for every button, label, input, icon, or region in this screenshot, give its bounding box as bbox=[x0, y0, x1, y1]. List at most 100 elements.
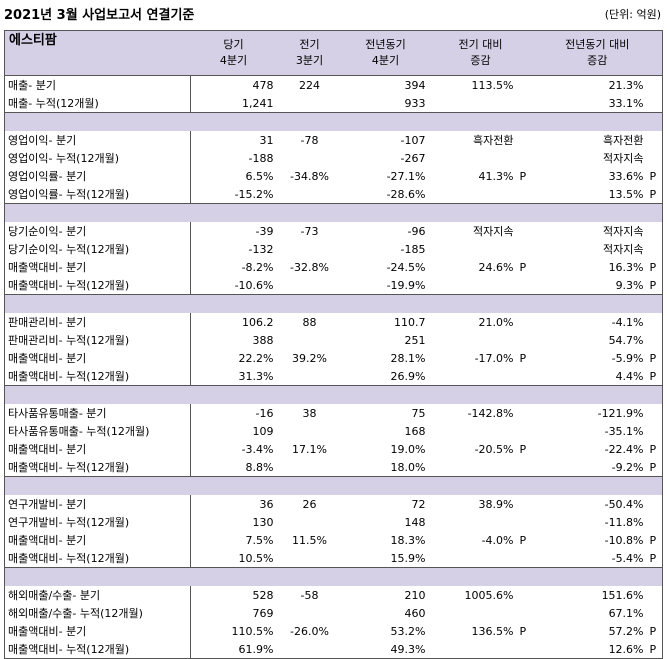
value-previous: 17.1% bbox=[292, 442, 327, 456]
change-qoq: 41.3% bbox=[478, 169, 514, 183]
change-qoq bbox=[429, 422, 517, 440]
change-yoy: 54.7% bbox=[608, 333, 644, 347]
change-qoq: 38.9% bbox=[478, 497, 514, 511]
row-label: 매출액대비- 분기 bbox=[4, 622, 191, 640]
change-qoq-flag: P bbox=[519, 442, 527, 456]
change-yoy: 57.2% bbox=[608, 624, 644, 638]
change-qoq: 21.0% bbox=[478, 315, 514, 329]
value-yoy: 53.2% bbox=[390, 624, 426, 638]
change-yoy: 16.3% bbox=[608, 260, 644, 274]
header-qoq-line2: 증감 bbox=[470, 54, 491, 67]
change-qoq: -142.8% bbox=[467, 406, 514, 420]
value-yoy: 18.0% bbox=[390, 460, 426, 474]
value-previous bbox=[277, 185, 343, 204]
value-yoy: -107 bbox=[400, 133, 426, 147]
change-qoq: -4.0% bbox=[481, 533, 514, 547]
group-separator bbox=[4, 112, 663, 131]
change-qoq-flag bbox=[517, 76, 533, 95]
change-yoy: -10.8% bbox=[604, 533, 644, 547]
table-row: 매출액대비- 누적(12개월) 61.9% 49.3% 12.6% P bbox=[4, 640, 663, 659]
value-yoy: 19.0% bbox=[390, 442, 426, 456]
separator-cell bbox=[4, 567, 663, 586]
value-previous bbox=[277, 422, 343, 440]
change-yoy-flag: P bbox=[649, 533, 657, 547]
value-yoy: 110.7 bbox=[394, 315, 426, 329]
value-current: -39 bbox=[255, 224, 274, 238]
change-yoy: -4.1% bbox=[611, 315, 644, 329]
change-yoy: -121.9% bbox=[597, 406, 644, 420]
row-label: 연구개발비- 누적(12개월) bbox=[4, 513, 191, 531]
change-qoq-flag bbox=[517, 331, 533, 349]
change-qoq: 24.6% bbox=[478, 260, 514, 274]
group-separator bbox=[4, 385, 663, 404]
change-yoy-flag: P bbox=[649, 278, 657, 292]
row-label: 매출액대비- 누적(12개월) bbox=[4, 549, 191, 568]
row-label: 해외매출/수출- 분기 bbox=[4, 586, 191, 604]
change-qoq-flag bbox=[517, 458, 533, 477]
row-label: 해외매출/수출- 누적(12개월) bbox=[4, 604, 191, 622]
row-label: 영업이익률- 분기 bbox=[4, 167, 191, 185]
change-yoy: 적자지속 bbox=[603, 242, 644, 256]
value-yoy: -96 bbox=[407, 224, 426, 238]
change-yoy-flag: P bbox=[649, 351, 657, 365]
group-separator bbox=[4, 567, 663, 586]
change-qoq-flag bbox=[517, 240, 533, 258]
change-qoq-flag bbox=[517, 604, 533, 622]
value-yoy: 18.3% bbox=[390, 533, 426, 547]
value-yoy: -185 bbox=[400, 242, 426, 256]
financial-table: 에스티팜 당기 4분기 전기 3분기 전년동기 4분기 전기 대비 증감 전년동기 대비… bbox=[4, 30, 664, 659]
change-yoy-flag bbox=[647, 94, 663, 113]
row-label: 매출- 분기 bbox=[4, 75, 191, 94]
value-yoy: 148 bbox=[404, 515, 426, 529]
unit-label: (단위: 억원) bbox=[604, 8, 661, 21]
change-qoq: -17.0% bbox=[474, 351, 514, 365]
separator-cell bbox=[4, 203, 663, 222]
value-yoy: -28.6% bbox=[386, 187, 426, 201]
company-name: 에스티팜 bbox=[4, 30, 191, 76]
value-current: 31 bbox=[259, 133, 274, 147]
value-yoy: 460 bbox=[404, 606, 426, 620]
value-previous: 38 bbox=[302, 406, 317, 420]
change-yoy: -11.8% bbox=[604, 515, 644, 529]
table-row: 매출액대비- 분기 22.2% 39.2% 28.1% -17.0% P -5.9% P bbox=[4, 349, 663, 367]
change-yoy-flag bbox=[647, 604, 663, 622]
table-body: 매출- 분기 478 224 394 113.5% 21.3% 매출- 누적(12개월) 1,… bbox=[4, 75, 663, 659]
value-current: 478 bbox=[252, 78, 274, 92]
table-row: 매출액대비- 분기 -8.2% -32.8% -24.5% 24.6% P 16.3% P bbox=[4, 258, 663, 276]
row-label: 매출액대비- 누적(12개월) bbox=[4, 458, 191, 477]
change-yoy: 적자지속 bbox=[603, 151, 644, 165]
row-label: 매출액대비- 누적(12개월) bbox=[4, 640, 191, 659]
value-previous: -32.8% bbox=[290, 260, 329, 274]
value-previous bbox=[277, 276, 343, 295]
row-label: 매출액대비- 분기 bbox=[4, 258, 191, 276]
row-label: 매출액대비- 분기 bbox=[4, 531, 191, 549]
value-yoy: 168 bbox=[404, 424, 426, 438]
table-row: 영업이익- 분기 31 -78 -107 흑자전환 흑자전환 bbox=[4, 131, 663, 149]
value-previous bbox=[277, 367, 343, 386]
value-yoy: -24.5% bbox=[386, 260, 426, 274]
value-current: 769 bbox=[252, 606, 274, 620]
change-yoy: 4.4% bbox=[615, 369, 644, 383]
separator-cell bbox=[4, 476, 663, 495]
value-current: 61.9% bbox=[238, 642, 274, 656]
table-row: 연구개발비- 누적(12개월) 130 148 -11.8% bbox=[4, 513, 663, 531]
change-qoq: -20.5% bbox=[474, 442, 514, 456]
change-qoq bbox=[429, 149, 517, 167]
row-label: 판매관리비- 누적(12개월) bbox=[4, 331, 191, 349]
change-qoq-flag bbox=[517, 549, 533, 568]
change-yoy-flag bbox=[647, 76, 663, 95]
value-previous: -26.0% bbox=[290, 624, 329, 638]
change-yoy-flag: P bbox=[649, 187, 657, 201]
change-qoq-flag bbox=[517, 640, 533, 659]
change-yoy: 67.1% bbox=[608, 606, 644, 620]
change-yoy: -9.2% bbox=[611, 460, 644, 474]
change-qoq bbox=[429, 458, 517, 477]
change-yoy: 151.6% bbox=[601, 588, 644, 602]
value-current: 22.2% bbox=[238, 351, 274, 365]
value-current: 130 bbox=[252, 515, 274, 529]
table-row: 당기순이익- 누적(12개월) -132 -185 적자지속 bbox=[4, 240, 663, 258]
change-yoy: 9.3% bbox=[615, 278, 644, 292]
change-yoy: 적자지속 bbox=[603, 224, 644, 238]
value-current: 7.5% bbox=[245, 533, 274, 547]
value-previous bbox=[277, 640, 343, 659]
